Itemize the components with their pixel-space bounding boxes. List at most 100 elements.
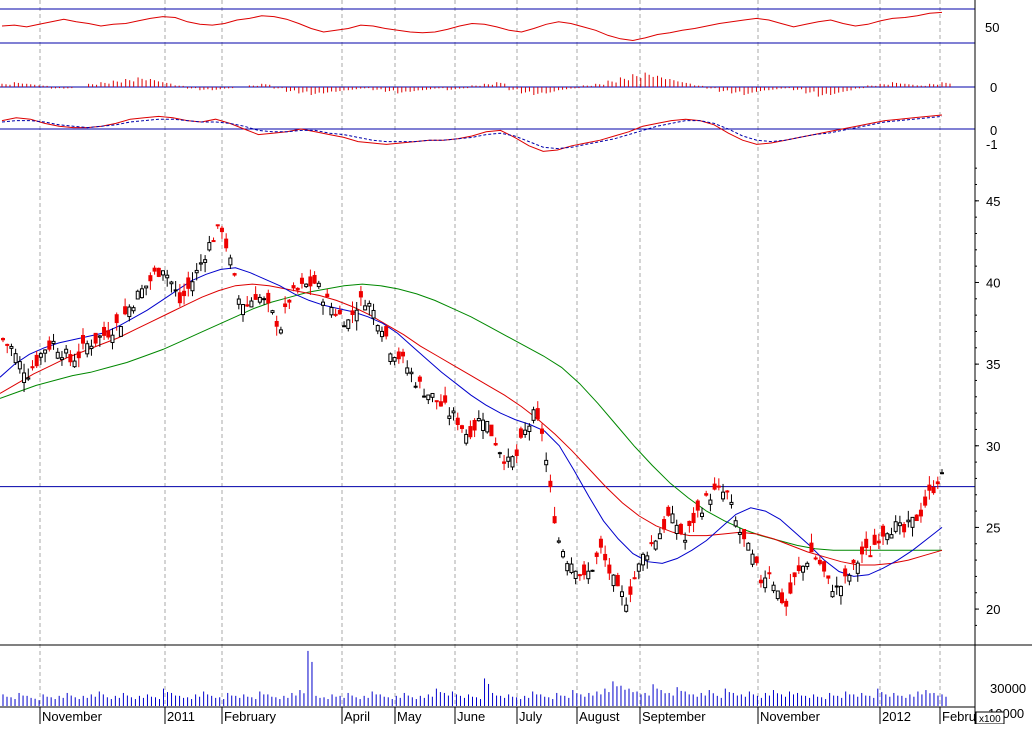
candle-body xyxy=(152,267,157,272)
candle-body xyxy=(721,491,726,500)
candle-body xyxy=(868,555,873,558)
candle-body xyxy=(438,401,443,407)
candle-body xyxy=(805,562,810,568)
candle-body xyxy=(350,310,355,315)
candle-body xyxy=(329,307,334,316)
candle-body xyxy=(607,564,612,574)
candle-body xyxy=(497,452,502,455)
month-label: September xyxy=(642,709,706,724)
candle-body xyxy=(110,334,115,344)
candle-body xyxy=(742,529,747,540)
candle-body xyxy=(531,409,536,421)
candle-body xyxy=(902,523,907,533)
candle-body xyxy=(695,500,700,511)
candle-body xyxy=(81,335,86,344)
candle-body xyxy=(405,367,410,374)
candle-body xyxy=(321,301,326,306)
candle-body xyxy=(767,572,772,575)
candle-body xyxy=(464,433,469,444)
month-label: 2011 xyxy=(167,709,195,724)
candle-body xyxy=(725,490,730,493)
price-tick-label: 35 xyxy=(986,357,1000,372)
month-label: 2012 xyxy=(882,709,911,724)
month-label: November xyxy=(42,709,103,724)
candle-body xyxy=(26,377,31,380)
candle-body xyxy=(594,552,599,557)
candle-body xyxy=(22,372,27,384)
month-label: July xyxy=(519,709,543,724)
candle-body xyxy=(451,410,456,414)
candle-body xyxy=(266,292,271,304)
candle-body xyxy=(342,325,347,328)
candle-body xyxy=(493,443,498,446)
candle-body xyxy=(923,496,928,506)
candle-body xyxy=(539,428,544,434)
candle-body xyxy=(232,273,237,276)
candle-body xyxy=(384,326,389,337)
candle-body xyxy=(173,289,178,292)
candle-body xyxy=(358,291,363,298)
candle-body xyxy=(131,307,136,312)
candle-body xyxy=(906,519,911,523)
candle-body xyxy=(855,562,860,574)
candle-body xyxy=(135,290,140,300)
candle-body xyxy=(763,577,768,589)
candle-body xyxy=(274,320,279,327)
candle-body xyxy=(834,585,839,588)
candle-body xyxy=(910,516,915,528)
candle-body xyxy=(367,302,372,307)
candle-body xyxy=(392,357,397,362)
candle-body xyxy=(68,354,73,363)
candle-body xyxy=(796,565,801,572)
ma-long-line xyxy=(0,283,942,551)
candle-body xyxy=(430,392,435,398)
macd-signal-line xyxy=(1,115,943,150)
candle-body xyxy=(278,329,283,334)
macd-tick-label: 0 xyxy=(990,123,997,138)
candle-body xyxy=(139,288,144,299)
candle-body xyxy=(565,563,570,572)
candle-body xyxy=(666,506,671,516)
candle-body xyxy=(893,521,898,532)
candle-body xyxy=(72,360,77,368)
candle-body xyxy=(670,513,675,524)
candle-body xyxy=(729,501,734,505)
price-tick-label: 30 xyxy=(986,439,1000,454)
candle-body xyxy=(228,257,233,266)
rsi-tick-label: 50 xyxy=(985,20,999,35)
candle-body xyxy=(830,591,835,598)
candle-body xyxy=(754,556,759,563)
candle-body xyxy=(304,283,309,288)
candle-body xyxy=(881,525,886,537)
candle-body xyxy=(847,574,852,582)
candle-body xyxy=(914,514,919,522)
candle-body xyxy=(207,242,212,251)
candle-body xyxy=(241,304,246,316)
candle-body xyxy=(379,330,384,338)
candle-body xyxy=(346,319,351,329)
candle-body xyxy=(489,424,494,437)
candle-body xyxy=(253,294,258,300)
candle-body xyxy=(918,509,923,517)
candle-body xyxy=(219,227,224,233)
candle-body xyxy=(792,572,797,578)
candle-body xyxy=(788,582,793,594)
ma-mid-line xyxy=(0,283,943,566)
candle-body xyxy=(552,516,557,524)
candle-body xyxy=(843,568,848,577)
candle-body xyxy=(636,563,641,572)
candle-body xyxy=(641,553,646,566)
candle-body xyxy=(118,326,123,337)
candle-body xyxy=(413,385,418,388)
candle-body xyxy=(51,340,56,344)
candle-body xyxy=(295,287,300,291)
candle-body xyxy=(102,326,107,336)
price-tick-label: 25 xyxy=(986,520,1000,535)
candle-body xyxy=(363,305,368,311)
candle-body xyxy=(401,351,406,357)
candle-body xyxy=(758,579,763,584)
candle-body xyxy=(312,274,317,284)
candle-body xyxy=(203,259,208,263)
